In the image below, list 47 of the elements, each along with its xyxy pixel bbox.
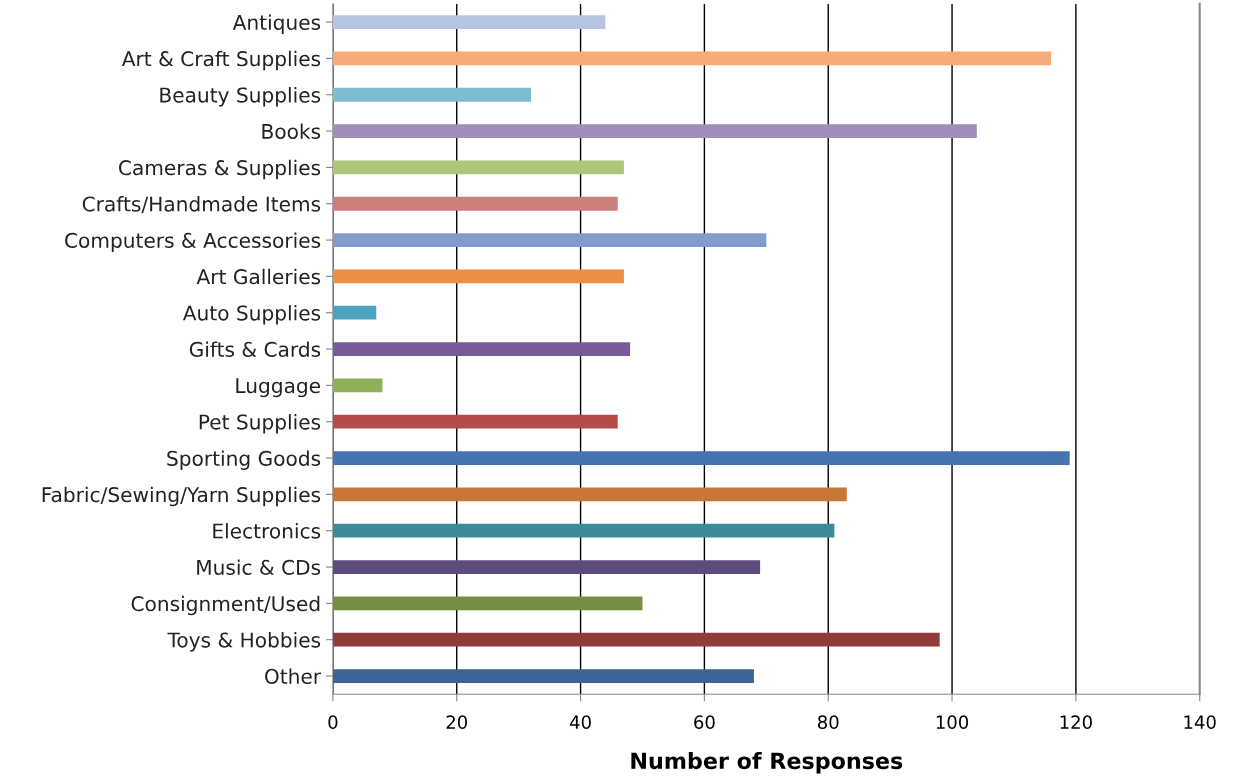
x-tick-label: 0 [328,715,338,730]
bar [332,51,1052,66]
x-tick-label: 60 [694,715,715,730]
x-tick-label: 140 [1184,715,1216,730]
y-tick-label: Consignment/Used [131,595,320,616]
bar [332,269,624,284]
y-tick-label: Fabric/Sewing/Yarn Supplies [42,486,321,507]
bar [332,560,761,574]
bar [332,160,624,175]
y-tick-label: Other [265,668,322,684]
bar [332,669,754,683]
x-axis-title: Number of Responses [631,751,903,774]
y-tick-label: Pet Supplies [199,414,321,434]
bar [332,487,847,502]
bar [332,15,606,29]
y-tick-label: Music & CDs [197,559,321,575]
bar [332,233,767,247]
y-tick-label: Art Galleries [196,268,321,285]
y-tick-label: Antiques [232,14,321,34]
y-tick-label: Beauty Supplies [160,87,321,107]
bar [332,305,377,320]
bar [332,87,532,102]
y-tick-label: Sporting Goods [167,450,321,470]
y-tick-label: Computers & Accessories [65,232,321,252]
bar [332,378,383,393]
y-tick-label: Gifts & Cards [189,341,321,357]
bar [332,196,618,211]
bar [332,451,1070,465]
y-tick-label: Cameras & Supplies [119,159,321,180]
y-tick-label: Art & Craft Supplies [121,50,321,71]
y-tick-label: Crafts/Handmade Items [82,196,321,214]
y-tick-label: Toys & Hobbies [167,632,321,652]
bar [332,523,835,538]
y-tick-label: Auto Supplies [182,305,321,325]
x-tick-label: 40 [569,715,591,730]
x-tick-label: 20 [446,715,468,730]
x-tick-label: 80 [817,715,839,730]
bar [332,124,977,138]
x-tick-label: 100 [936,715,969,730]
y-tick-label: Luggage [236,378,321,398]
bar [332,632,940,647]
bar [332,342,631,356]
y-tick-label: Electronics [213,523,321,539]
bar [332,414,618,429]
y-tick-label: Books [262,123,321,139]
x-tick-label: 120 [1060,715,1092,730]
bar [332,596,643,611]
